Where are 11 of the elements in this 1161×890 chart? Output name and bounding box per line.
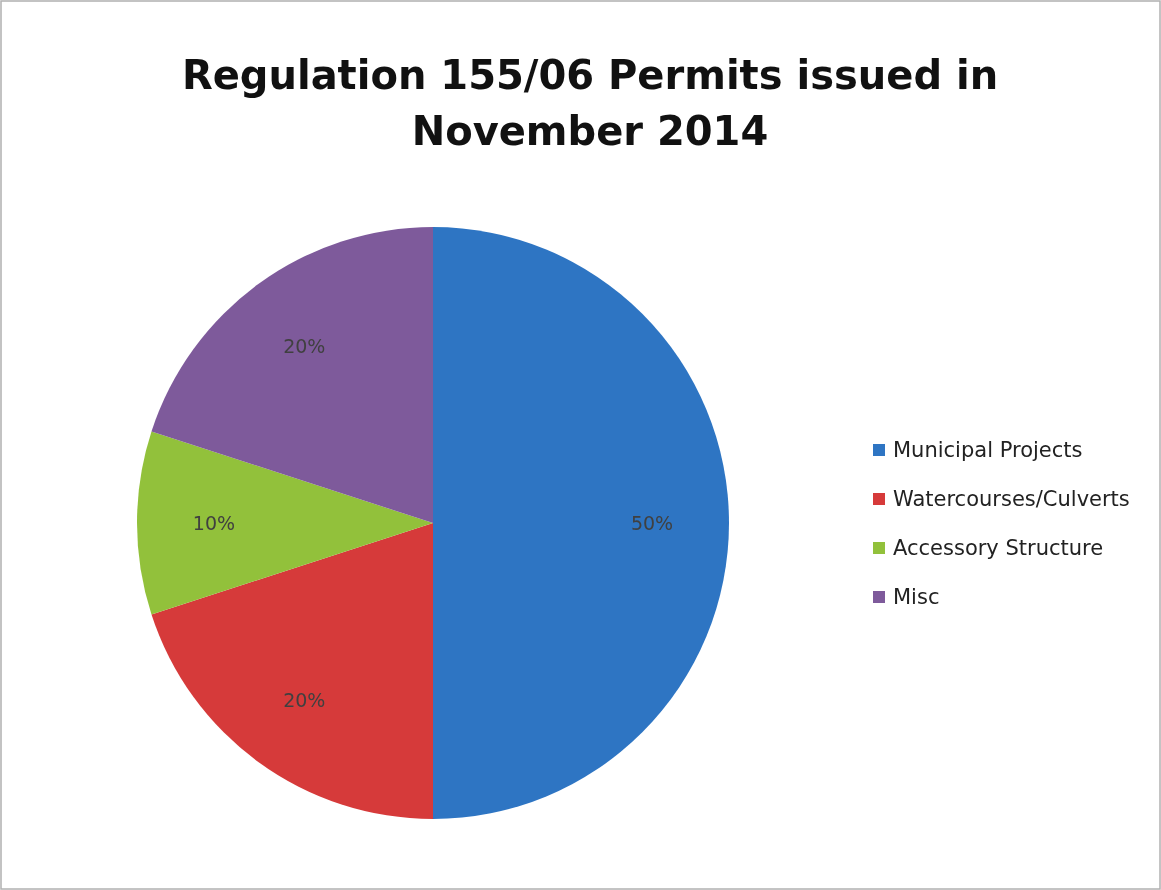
legend-label: Municipal Projects bbox=[893, 438, 1083, 462]
data-label: 20% bbox=[283, 689, 326, 712]
data-label: 50% bbox=[630, 512, 674, 534]
pie-slice bbox=[137, 431, 433, 615]
pie-slice bbox=[433, 227, 729, 819]
data-label: 10% bbox=[192, 512, 236, 534]
chart-title: Regulation 155/06 Permits issued in November 2014 bbox=[181, 52, 999, 154]
legend-label: Watercourses/Culverts bbox=[893, 487, 1130, 511]
data-label: 20% bbox=[283, 334, 326, 357]
legend-label: Accessory Structure bbox=[893, 536, 1104, 560]
legend-label: Misc bbox=[893, 585, 940, 609]
